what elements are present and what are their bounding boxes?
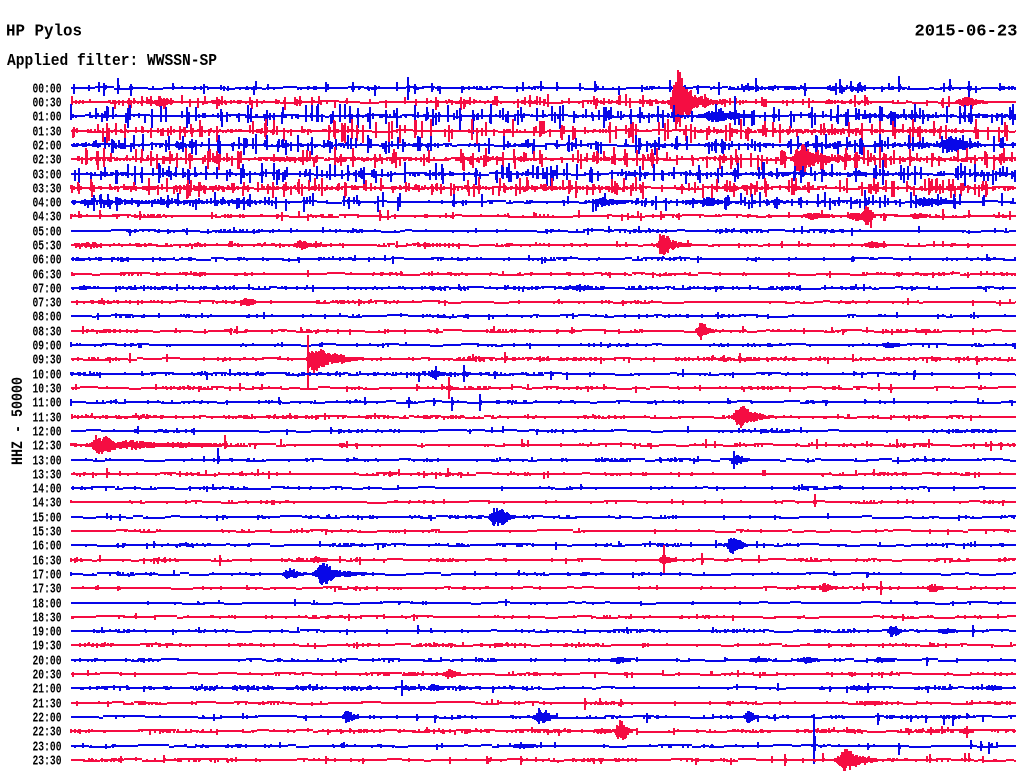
svg-text:04:00: 04:00 <box>33 196 62 212</box>
svg-text:10:00: 10:00 <box>33 368 62 384</box>
svg-text:06:00: 06:00 <box>33 253 62 269</box>
svg-text:21:00: 21:00 <box>33 682 62 698</box>
svg-text:10:30: 10:30 <box>33 382 62 398</box>
svg-text:09:00: 09:00 <box>33 339 62 355</box>
svg-text:17:00: 17:00 <box>33 568 62 584</box>
svg-text:15:30: 15:30 <box>33 525 62 541</box>
svg-text:23:30: 23:30 <box>33 754 62 770</box>
svg-text:00:00: 00:00 <box>33 82 62 98</box>
svg-text:14:00: 14:00 <box>33 482 62 498</box>
svg-text:HHZ - 50000: HHZ - 50000 <box>9 377 27 465</box>
svg-text:14:30: 14:30 <box>33 496 62 512</box>
svg-text:2015-06-23: 2015-06-23 <box>915 23 1018 42</box>
svg-text:13:00: 13:00 <box>33 454 62 470</box>
svg-text:03:30: 03:30 <box>33 182 62 198</box>
svg-text:02:00: 02:00 <box>33 139 62 155</box>
svg-text:08:30: 08:30 <box>33 325 62 341</box>
svg-text:05:30: 05:30 <box>33 239 62 255</box>
svg-text:04:30: 04:30 <box>33 210 62 226</box>
svg-text:19:00: 19:00 <box>33 625 62 641</box>
svg-text:11:30: 11:30 <box>33 411 62 427</box>
svg-text:20:00: 20:00 <box>33 654 62 670</box>
svg-text:12:30: 12:30 <box>33 439 62 455</box>
svg-text:03:00: 03:00 <box>33 168 62 184</box>
svg-text:09:30: 09:30 <box>33 353 62 369</box>
svg-text:22:30: 22:30 <box>33 725 62 741</box>
svg-text:18:00: 18:00 <box>33 597 62 613</box>
svg-text:16:00: 16:00 <box>33 539 62 555</box>
svg-text:20:30: 20:30 <box>33 668 62 684</box>
svg-text:16:30: 16:30 <box>33 554 62 570</box>
svg-text:02:30: 02:30 <box>33 153 62 169</box>
svg-text:HP Pylos: HP Pylos <box>6 23 82 42</box>
svg-text:15:00: 15:00 <box>33 511 62 527</box>
svg-text:07:00: 07:00 <box>33 282 62 298</box>
svg-text:05:00: 05:00 <box>33 225 62 241</box>
svg-text:08:00: 08:00 <box>33 310 62 326</box>
svg-text:17:30: 17:30 <box>33 582 62 598</box>
svg-text:18:30: 18:30 <box>33 611 62 627</box>
svg-text:01:00: 01:00 <box>33 110 62 126</box>
svg-text:22:00: 22:00 <box>33 711 62 727</box>
svg-text:00:30: 00:30 <box>33 96 62 112</box>
svg-text:12:00: 12:00 <box>33 425 62 441</box>
svg-text:19:30: 19:30 <box>33 639 62 655</box>
svg-text:07:30: 07:30 <box>33 296 62 312</box>
svg-text:Applied filter: WWSSN-SP: Applied filter: WWSSN-SP <box>7 52 217 71</box>
svg-text:01:30: 01:30 <box>33 125 62 141</box>
svg-text:06:30: 06:30 <box>33 268 62 284</box>
svg-text:21:30: 21:30 <box>33 697 62 713</box>
svg-text:11:00: 11:00 <box>33 396 62 412</box>
svg-text:23:00: 23:00 <box>33 740 62 756</box>
svg-text:13:30: 13:30 <box>33 468 62 484</box>
